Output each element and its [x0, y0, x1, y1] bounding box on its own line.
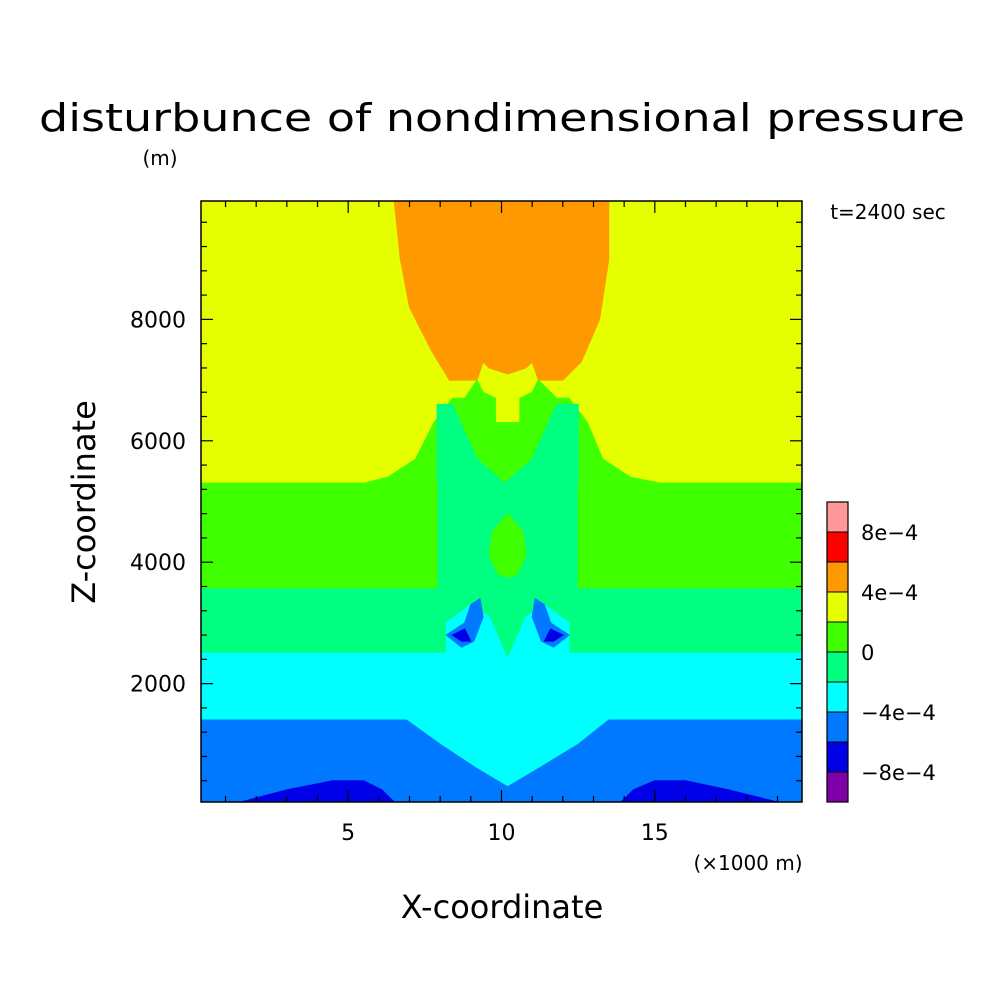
- y-tick-label: 8000: [130, 308, 186, 333]
- colorbar-swatch: [827, 772, 848, 802]
- colorbar-label: 4e−4: [861, 581, 918, 605]
- colorbar-label: 8e−4: [861, 521, 918, 545]
- y-tick-label: 4000: [130, 551, 186, 576]
- colorbar-swatch: [827, 622, 848, 652]
- colorbar-swatch: [827, 592, 848, 622]
- contour-region-orange-dome: [393, 200, 610, 381]
- x-tick-label: 15: [641, 821, 669, 846]
- colorbar-swatch: [827, 712, 848, 742]
- y-tick-label: 2000: [130, 673, 186, 698]
- y-tick-label: 6000: [130, 430, 186, 455]
- colorbar-swatch: [827, 502, 848, 532]
- colorbar-swatch: [827, 682, 848, 712]
- contour-region-swirl-right-core: [543, 628, 564, 642]
- colorbar-swatch: [827, 652, 848, 682]
- x-tick-label: 5: [341, 821, 355, 846]
- contour-region-green-bubble: [488, 512, 527, 578]
- colorbar-label: −8e−4: [861, 761, 936, 785]
- x-unit-label: (×1000 m): [693, 851, 802, 875]
- contour-regions: [200, 200, 803, 803]
- x-tick-label: 10: [488, 821, 516, 846]
- contour-region-green-band-left: [200, 482, 438, 589]
- colorbar: −8e−4 −4e−4 0 4e−4 8e−4: [826, 501, 936, 803]
- colorbar-label: −4e−4: [861, 701, 936, 725]
- y-axis-label: Z-coordinate: [65, 400, 103, 604]
- colorbar-swatch: [827, 562, 848, 592]
- x-axis-label: X-coordinate: [401, 888, 604, 926]
- y-unit-label: (m): [142, 146, 177, 170]
- chart-title: disturbunce of nondimensional pressure: [39, 96, 965, 140]
- colorbar-swatch: [827, 742, 848, 772]
- colorbar-swatch: [827, 532, 848, 562]
- colorbar-label: 0: [861, 641, 874, 665]
- time-label: t=2400 sec: [830, 200, 946, 224]
- axis-ticks: 5 10 15 2000 4000 6000 8000: [130, 201, 802, 846]
- contour-region-green-band-right: [577, 482, 803, 589]
- contour-region-swirl-left-core: [451, 628, 472, 642]
